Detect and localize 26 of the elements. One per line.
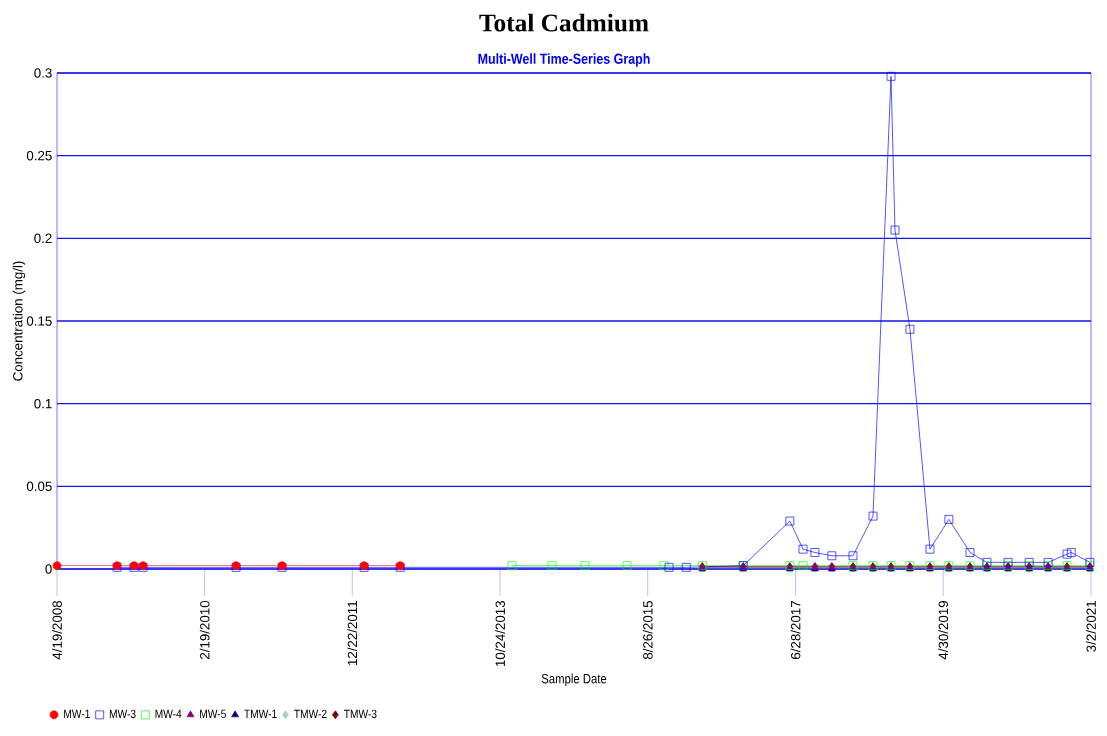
y-tick-label: 0.25 <box>26 150 52 161</box>
x-tick-label: 6/28/2017 <box>790 601 801 660</box>
legend-label: MW-4 <box>155 709 182 718</box>
legend-label: MW-3 <box>109 709 136 719</box>
y-tick-label: 0 <box>45 564 52 574</box>
x-tick-label: 10/24/2013 <box>495 600 505 667</box>
x-axis-title: Sample Date <box>541 673 607 687</box>
x-tick-label: 12/22/2011 <box>347 601 358 666</box>
legend-label: MW-1 <box>64 709 90 718</box>
y-tick-label: 0.05 <box>26 481 52 492</box>
legend-label: TMW-2 <box>294 709 327 719</box>
x-tick-label: 4/30/2019 <box>938 601 949 660</box>
y-axis-title: Concentration (mg/l) <box>12 261 26 381</box>
legend-label: TMW-1 <box>244 709 277 718</box>
legend-label: MW-5 <box>200 709 226 719</box>
x-tick-label: 4/19/2008 <box>52 600 62 660</box>
y-tick-label: 0.1 <box>34 398 52 409</box>
legend-label: TMW-3 <box>343 709 377 719</box>
y-tick-label: 0.2 <box>34 233 52 244</box>
chart-subtitle: Multi-Well Time-Series Graph <box>478 53 650 67</box>
x-tick-label: 2/19/2010 <box>199 600 210 660</box>
y-tick-label: 0.3 <box>34 68 52 78</box>
chart-title: Total Cadmium <box>479 13 649 32</box>
x-tick-label: 8/26/2015 <box>642 600 653 660</box>
y-tick-label: 0.15 <box>26 316 52 326</box>
x-tick-label: 3/2/2021 <box>1086 601 1096 652</box>
